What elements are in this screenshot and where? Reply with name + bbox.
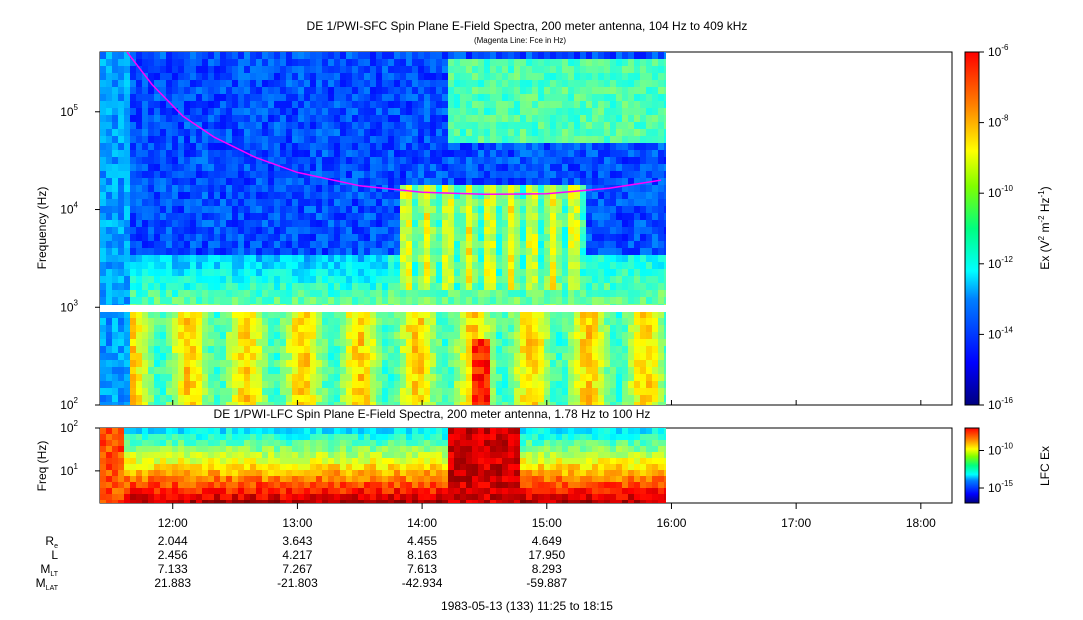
bottom-colorbar [964, 427, 980, 504]
bottom-chart-title: DE 1/PWI-LFC Spin Plane E-Field Spectra,… [214, 407, 651, 421]
ephemeris-value: 7.267 [282, 562, 312, 576]
bottom-y-axis-label: Freq (Hz) [35, 441, 49, 492]
ephemeris-row-label: MLAT [36, 576, 59, 592]
ephemeris-value: 8.163 [407, 548, 437, 562]
top-colorbar-tick-label: 10-8 [988, 114, 1009, 130]
ephemeris-value: 17.950 [528, 548, 565, 562]
bottom-spectrogram [100, 428, 666, 503]
bottom-colorbar-tick-label: 10-10 [988, 442, 1013, 458]
top-colorbar [964, 51, 980, 406]
top-spectrogram [100, 52, 666, 405]
ephemeris-value: 4.455 [407, 534, 437, 548]
time-range-footer: 1983-05-13 (133) 11:25 to 18:15 [441, 599, 613, 613]
ephemeris-value: 21.883 [154, 576, 191, 590]
bottom-colorbar-ticks: 10-10 10-15 [979, 442, 1013, 495]
top-y-tick-label: 102 [60, 396, 78, 412]
ephemeris-row-label: MLT [40, 562, 58, 578]
top-y-axis: 102 103 104 105 [60, 103, 100, 412]
top-colorbar-ticks: 10-6 10-8 10-10 10-12 10-14 10-16 [979, 43, 1013, 412]
top-y-tick-label: 104 [60, 201, 78, 217]
top-chart-subtitle: (Magenta Line: Fce in Hz) [474, 36, 566, 45]
top-colorbar-tick-label: 10-6 [988, 43, 1009, 59]
time-axis: 12:00 13:00 14:00 15:00 16:00 17:00 18:00 [158, 400, 936, 530]
top-y-tick-label: 105 [60, 103, 78, 119]
time-tick-label: 14:00 [407, 516, 437, 530]
ephemeris-value: 4.649 [532, 534, 562, 548]
top-chart-title: DE 1/PWI-SFC Spin Plane E-Field Spectra,… [307, 19, 748, 33]
ephemeris-value: 7.613 [407, 562, 437, 576]
bottom-y-tick-label: 102 [60, 419, 78, 435]
ephemeris-value: -42.934 [402, 576, 443, 590]
time-tick-label: 13:00 [282, 516, 312, 530]
bottom-y-tick-label: 101 [60, 462, 78, 478]
ephemeris-value: 3.643 [282, 534, 312, 548]
sfc-data-gap [100, 305, 666, 312]
ephemeris-value: -21.803 [277, 576, 318, 590]
ephemeris-value: 2.456 [158, 548, 188, 562]
fce-line [126, 52, 662, 196]
time-tick-label: 12:00 [158, 516, 188, 530]
time-tick-label: 15:00 [532, 516, 562, 530]
top-y-tick-label: 103 [60, 298, 78, 314]
top-colorbar-tick-label: 10-14 [988, 325, 1013, 341]
bottom-colorbar-label: LFC Ex [1038, 446, 1052, 486]
bottom-y-axis: 101 102 [60, 419, 100, 478]
time-tick-label: 16:00 [656, 516, 686, 530]
ephemeris-value: -59.887 [526, 576, 567, 590]
top-colorbar-tick-label: 10-12 [988, 255, 1013, 271]
ephemeris-value: 2.044 [158, 534, 188, 548]
top-colorbar-tick-label: 10-10 [988, 184, 1013, 200]
ephemeris-row-label: Re [45, 534, 58, 550]
time-tick-label: 17:00 [781, 516, 811, 530]
top-colorbar-label: Ex (V2 m-2 Hz-1) [1037, 186, 1052, 269]
ephemeris-table: Re 2.044 3.643 4.455 4.649 L 2.456 4.217 8.163 17… [36, 534, 568, 592]
ephemeris-value: 4.217 [282, 548, 312, 562]
ephemeris-value: 7.133 [158, 562, 188, 576]
ephemeris-value: 8.293 [532, 562, 562, 576]
top-y-axis-label: Frequency (Hz) [35, 187, 49, 270]
time-tick-label: 18:00 [906, 516, 936, 530]
top-colorbar-tick-label: 10-16 [988, 396, 1013, 412]
ephemeris-row-label: L [51, 548, 58, 562]
bottom-colorbar-tick-label: 10-15 [988, 479, 1013, 495]
